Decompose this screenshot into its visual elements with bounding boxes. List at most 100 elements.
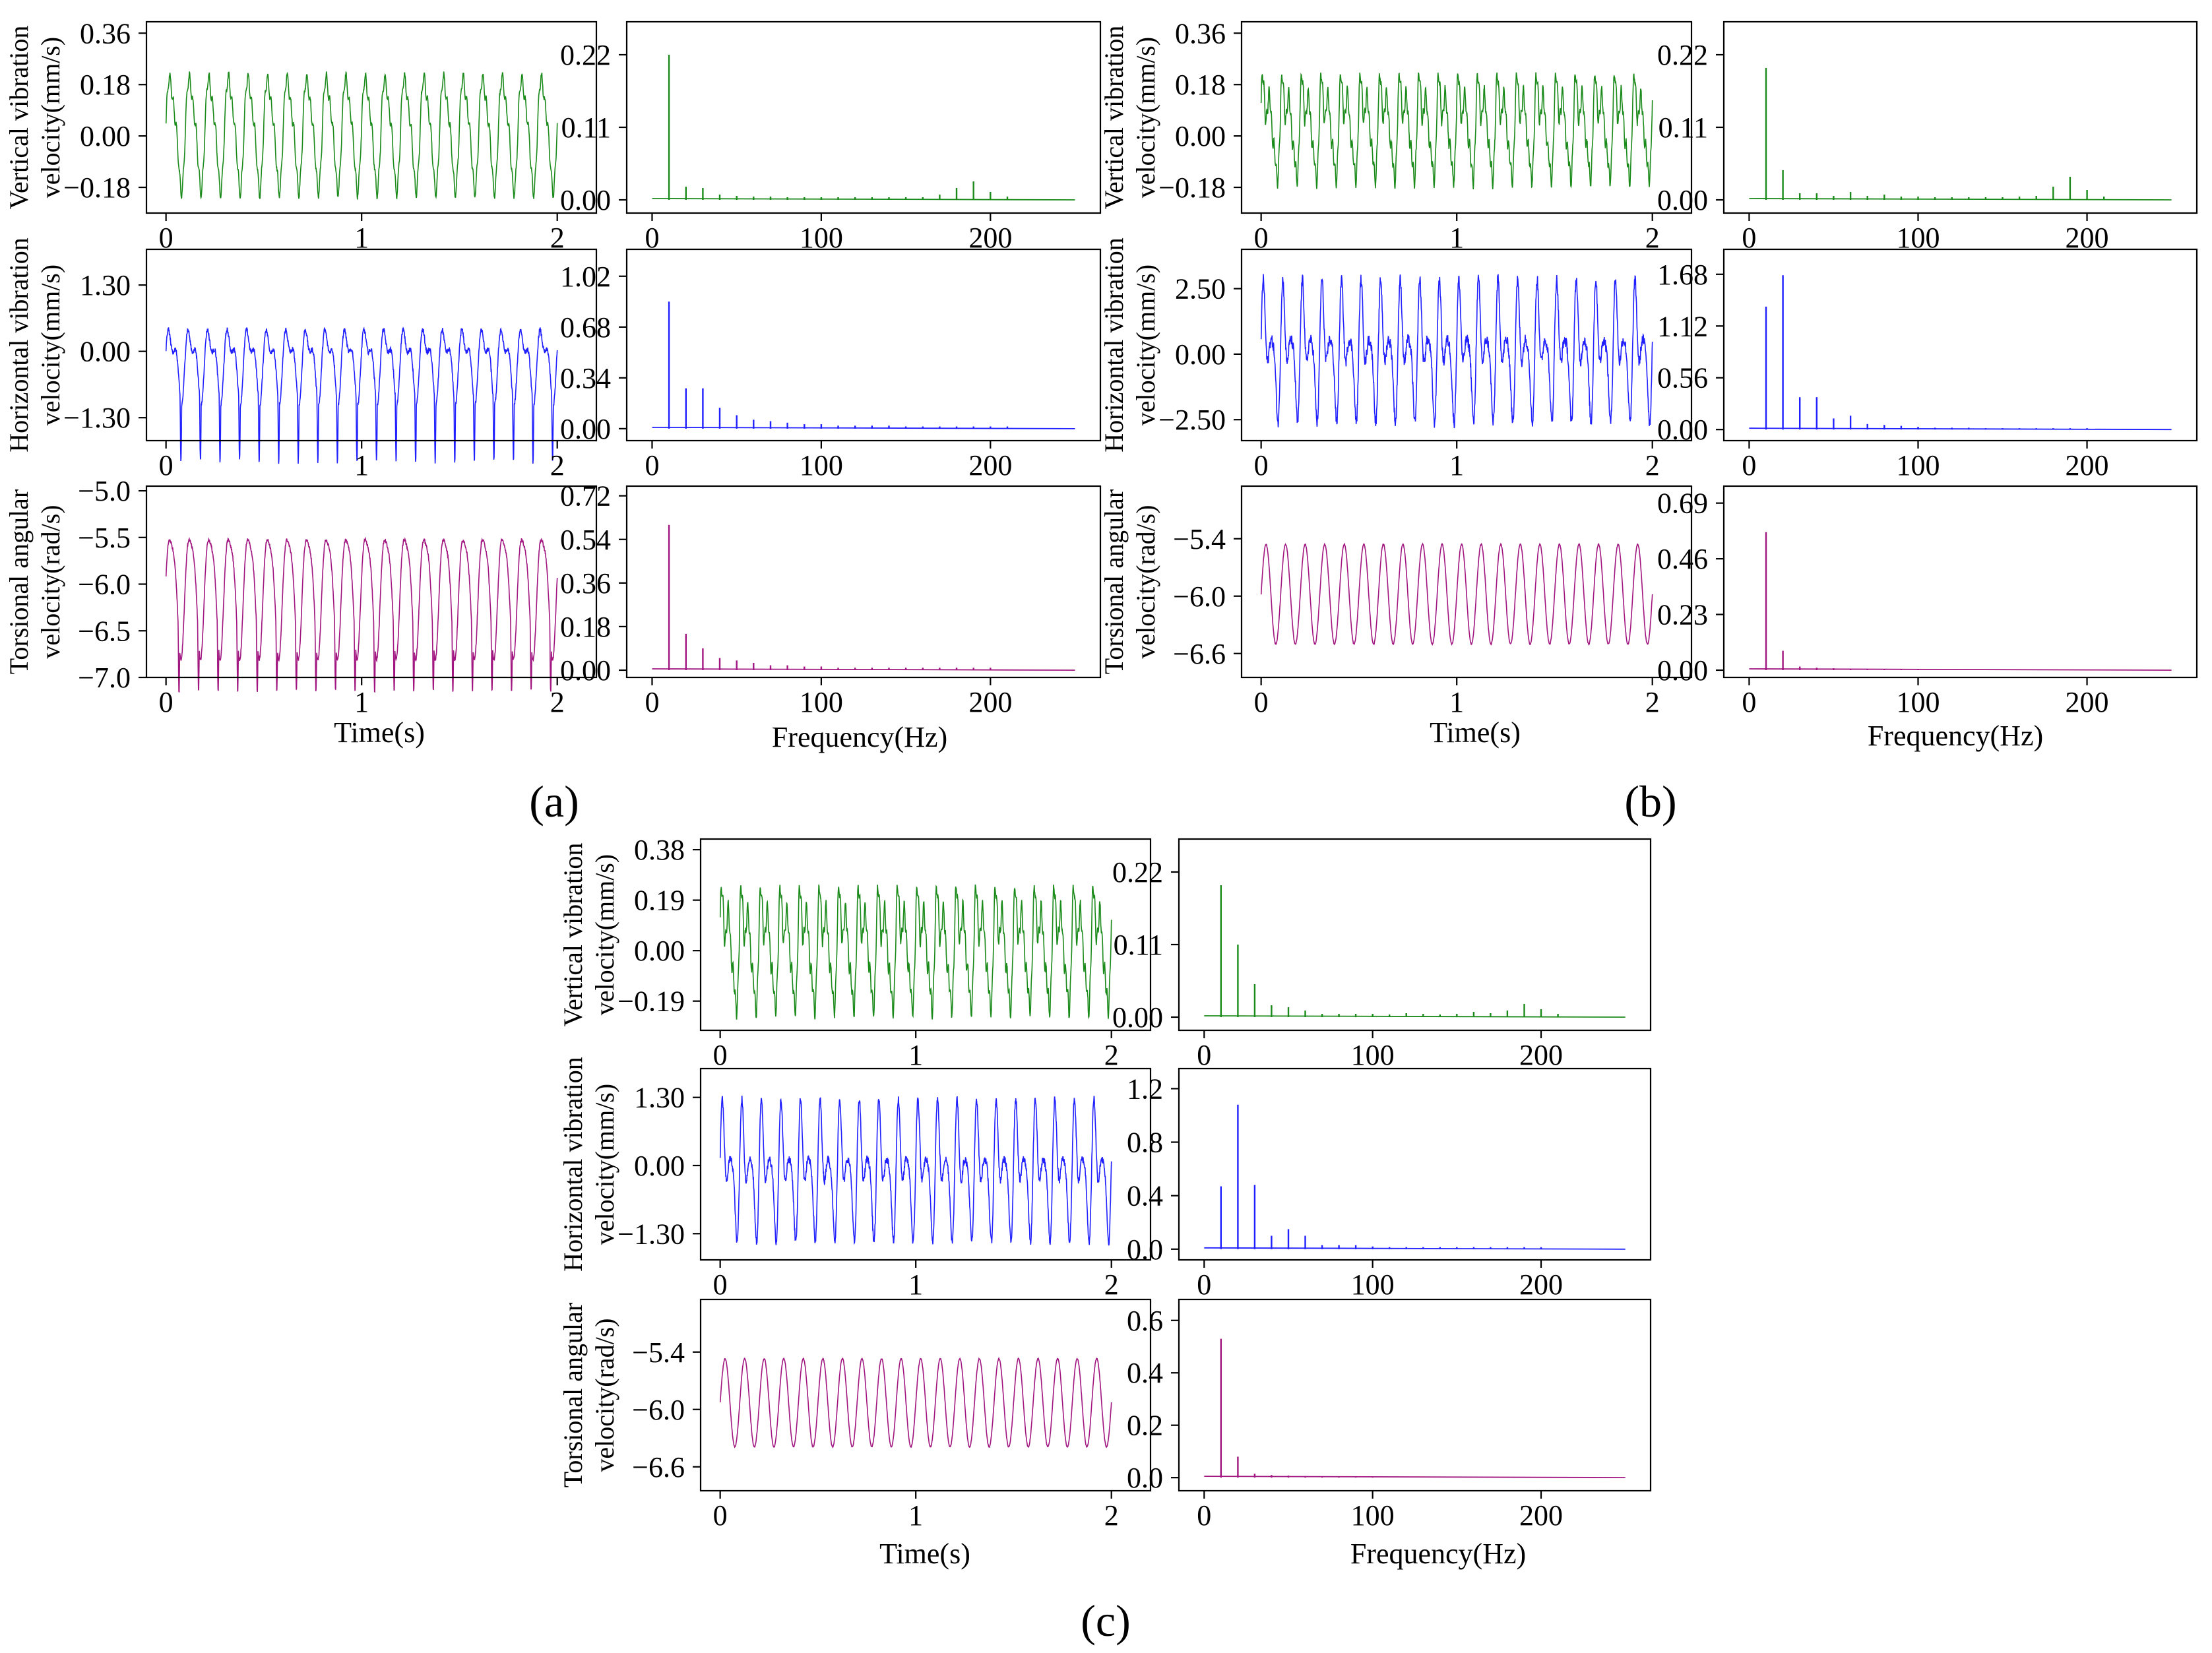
chart-a-vertical-spectrum-frame: [625, 20, 1102, 214]
chart-c-torsional-time-xtick-label: 1: [908, 1499, 923, 1532]
chart-c-horizontal-spectrum-xtick-label: 200: [1519, 1268, 1563, 1301]
chart-c-horizontal-spectrum-ytick-label: 0.0: [1127, 1233, 1163, 1266]
chart-c-horizontal-time-xtick-label: 0: [713, 1268, 728, 1301]
chart-b-horizontal-time-frame: [1240, 248, 1693, 442]
chart-c-torsional-spectrum-ytick-label: 0.0: [1127, 1462, 1163, 1494]
chart-b-horizontal-time-ytick-label: 0.00: [1175, 338, 1226, 371]
chart-a-torsional-spectrum-ytick-label: 0.18: [560, 611, 611, 643]
chart-c-torsional-spectrum-xtick-label: 200: [1519, 1499, 1563, 1532]
chart-a-torsional-time-ytick-label: −6.5: [78, 615, 131, 647]
chart-b-horizontal-spectrum-ytick-label: 1.68: [1657, 259, 1708, 291]
chart-a-horizontal-spectrum-ytick-label: 1.02: [560, 261, 611, 293]
chart-a-torsional-time-ylabel: velocity(rad/s): [36, 505, 65, 658]
chart-b-torsional-spectrum-xtick-label: 200: [2066, 686, 2109, 718]
chart-c-horizontal-time-ytick-label: 0.00: [634, 1150, 685, 1182]
chart-b-horizontal-spectrum-line: [1749, 427, 2172, 431]
chart-c-vertical-spectrum-ytick-label: 0.11: [1114, 929, 1163, 961]
chart-a-vertical-time-ytick-label: −0.18: [63, 172, 131, 204]
chart-a-horizontal-spectrum-ytick-label: 0.68: [560, 311, 611, 344]
chart-b-torsional-time-ytick-label: −6.0: [1173, 580, 1226, 613]
chart-c-horizontal-time-line: [719, 1095, 1112, 1246]
chart-a-torsional-spectrum-line: [652, 668, 1075, 671]
freq-xlabel-b: Frequency(Hz): [1868, 720, 2043, 752]
chart-c-torsional-spectrum-ytick-label: 0.6: [1127, 1305, 1163, 1337]
chart-c-vertical-time: 0 1 2 0.38 0.19 0.00 −0.19 Vertical vibration ve…: [558, 834, 1152, 1071]
chart-b-torsional-spectrum: 0 100 200 0.69 0.46 0.23 0.00: [1657, 485, 2198, 718]
chart-a-torsional-time-xtick-label: 1: [354, 686, 369, 718]
chart-a-torsional-spectrum-ytick-label: 0.36: [560, 567, 611, 600]
chart-c-torsional-spectrum-ytick-label: 0.4: [1127, 1357, 1163, 1389]
chart-b-torsional-time-line: [1260, 542, 1653, 646]
chart-b-horizontal-time-ytick-label: −2.50: [1158, 404, 1226, 436]
panel-label-a: (a): [529, 776, 579, 826]
chart-b-vertical-time-frame: [1240, 20, 1693, 214]
chart-b-horizontal-spectrum-ytick-label: 1.12: [1657, 310, 1708, 342]
chart-a-horizontal-time-ylabel: Horizontal vibration: [4, 237, 34, 452]
chart-a-horizontal-time-xtick-label: 1: [354, 449, 369, 482]
chart-c-horizontal-spectrum-xtick-label: 0: [1197, 1268, 1211, 1301]
chart-a-torsional-time-ylabel: Torsional angular: [4, 489, 34, 674]
chart-a-horizontal-spectrum: 0 100 200 1.02 0.68 0.34 0.00: [560, 248, 1102, 482]
chart-a-torsional-time-xtick-label: 0: [159, 686, 174, 718]
chart-a-torsional-time-xtick-label: 2: [550, 686, 565, 718]
freq-xlabel-c: Frequency(Hz): [1350, 1538, 1526, 1570]
chart-a-horizontal-time-ytick-label: 1.30: [80, 269, 131, 301]
chart-a-torsional-time-line: [165, 536, 558, 693]
chart-a-horizontal-time-ytick-label: −1.30: [63, 402, 131, 434]
chart-b-vertical-time-ylabel: velocity(mm/s): [1131, 37, 1160, 198]
chart-b-vertical-spectrum-xtick-label: 200: [2066, 222, 2109, 254]
chart-c-vertical-spectrum-ytick-label: 0.22: [1112, 856, 1163, 889]
chart-c-torsional-time-ytick-label: −6.0: [632, 1394, 685, 1426]
chart-c-torsional-spectrum-xtick-label: 100: [1351, 1499, 1395, 1532]
chart-c-vertical-time-xtick-label: 0: [713, 1039, 728, 1071]
chart-c-vertical-time-line: [719, 884, 1112, 1020]
chart-c-vertical-time-frame: [699, 838, 1152, 1032]
chart-c-vertical-time-xtick-label: 1: [908, 1039, 923, 1071]
chart-b-torsional-spectrum-xtick-label: 0: [1742, 686, 1756, 718]
chart-c-vertical-time-xtick-label: 2: [1104, 1039, 1119, 1071]
chart-b-horizontal-spectrum-ytick-label: 0.56: [1657, 362, 1708, 394]
chart-b-horizontal-time-xtick-label: 1: [1449, 449, 1464, 482]
chart-c-vertical-time-ytick-label: −0.19: [617, 985, 685, 1018]
chart-b-horizontal-time-ylabel: velocity(mm/s): [1131, 265, 1160, 425]
chart-a-torsional-spectrum-ytick-label: 0.00: [560, 654, 611, 687]
chart-c-horizontal-time: 0 1 2 1.30 0.00 −1.30 Horizontal vibration velo…: [558, 1057, 1152, 1301]
chart-b-torsional-time-xtick-label: 2: [1645, 686, 1660, 718]
chart-c-vertical-spectrum-xtick-label: 200: [1519, 1039, 1563, 1071]
chart-c-vertical-time-ylabel: Vertical vibration: [558, 843, 588, 1027]
chart-a-torsional-time-ytick-label: −6.0: [78, 569, 131, 601]
chart-a-vertical-time-ytick-label: 0.36: [80, 17, 131, 49]
chart-c-horizontal-spectrum-ytick-label: 0.4: [1127, 1180, 1163, 1212]
chart-a-torsional-spectrum: 0 100 200 0.72 0.54 0.36 0.18 0.00: [560, 480, 1102, 718]
time-xlabel-a: Time(s): [334, 716, 425, 749]
chart-c-vertical-spectrum-xtick-label: 100: [1351, 1039, 1395, 1071]
chart-b-horizontal-time-xtick-label: 2: [1645, 449, 1660, 482]
chart-b-torsional-spectrum-ytick-label: 0.46: [1657, 543, 1708, 575]
chart-c-horizontal-time-ylabel: Horizontal vibration: [558, 1057, 588, 1271]
chart-b-vertical-time-line: [1260, 72, 1653, 189]
chart-a-vertical-time-ytick-label: 0.00: [80, 120, 131, 152]
chart-c-torsional-spectrum: 0 100 200 0.6 0.4 0.2 0.0: [1127, 1298, 1652, 1532]
chart-b-torsional-spectrum-ytick-label: 0.69: [1657, 487, 1708, 520]
chart-c-vertical-spectrum-xtick-label: 0: [1197, 1039, 1211, 1071]
chart-a-vertical-spectrum-xtick-label: 200: [968, 222, 1012, 254]
chart-c-torsional-time-xtick-label: 2: [1104, 1499, 1119, 1532]
chart-b-horizontal-time-xtick-label: 0: [1254, 449, 1269, 482]
chart-a-horizontal-time-line: [165, 326, 558, 464]
chart-a-horizontal-time-xtick-label: 2: [550, 449, 565, 482]
chart-c-vertical-spectrum-frame: [1178, 838, 1652, 1032]
chart-b-vertical-time-ytick-label: 0.36: [1175, 17, 1226, 49]
chart-b-vertical-spectrum-xtick-label: 0: [1742, 222, 1756, 254]
chart-b-torsional-time-ylabel: Torsional angular: [1099, 489, 1129, 674]
chart-b-torsional-time-ytick-label: −6.6: [1173, 638, 1226, 670]
chart-a-torsional-spectrum-xtick-label: 200: [968, 686, 1012, 718]
chart-c-torsional-time-line: [719, 1357, 1112, 1449]
chart-a-vertical-spectrum-ytick-label: 0.11: [561, 111, 611, 144]
chart-b-vertical-spectrum-line: [1749, 198, 2172, 201]
chart-c-horizontal-time-xtick-label: 1: [908, 1268, 923, 1301]
chart-b-torsional-spectrum-frame: [1722, 485, 2198, 679]
chart-c-horizontal-time-xtick-label: 2: [1104, 1268, 1119, 1301]
chart-c-torsional-time-frame: [699, 1298, 1152, 1492]
